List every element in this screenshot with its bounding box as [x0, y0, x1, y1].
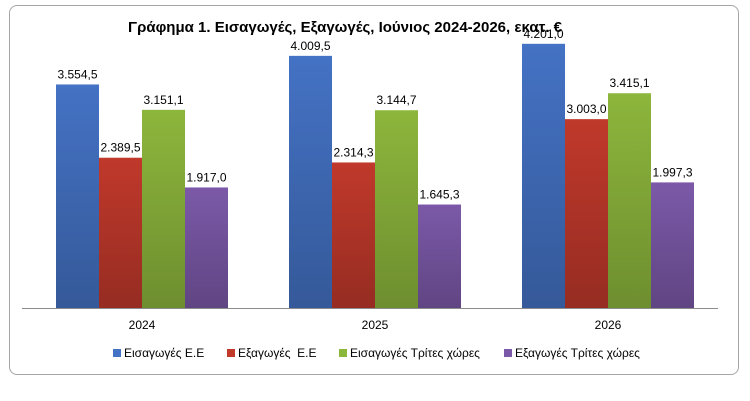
- data-label-2025-series-3: 3.144,7: [376, 93, 416, 107]
- bar-2026-series-1: [522, 43, 565, 309]
- legend-label-series-2: Εξαγωγές Ε.Ε: [238, 346, 317, 360]
- data-label-2026-series-3: 3.415,1: [609, 76, 649, 90]
- legend-swatch-series-3: [339, 349, 347, 357]
- data-label-2025-series-2: 2.314,3: [333, 145, 373, 159]
- legend-label-series-3: Εισαγωγές Τρίτες χώρες: [350, 346, 480, 360]
- legend-label-series-1: Εισαγωγές Ε.Ε: [124, 346, 204, 360]
- legend-label-series-4: Εξαγωγές Τρίτες χώρες: [515, 346, 640, 360]
- bar-2024-series-3: [142, 109, 185, 308]
- data-label-2026-series-2: 3.003,0: [566, 102, 606, 116]
- bar-2024-series-2: [99, 157, 142, 308]
- chart-title: Γράφημα 1. Εισαγωγές, Εξαγωγές, Ιούνιος …: [128, 19, 563, 36]
- plot-area: 3.554,5 2.389,5 3.151,1 1.917,0 2024 4.009,5 2…: [22, 27, 718, 332]
- bar-2025-series-4: [418, 204, 461, 308]
- bar-2026-series-4: [651, 182, 694, 308]
- legend: Εισαγωγές Ε.Ε Εξαγωγές Ε.Ε Εισαγωγές Τρίτε…: [113, 346, 640, 360]
- legend-swatch-series-2: [227, 349, 235, 357]
- data-label-2025-series-1: 4.009,5: [290, 39, 330, 53]
- data-label-2026-series-4: 1.997,3: [652, 165, 692, 179]
- bar-2026-series-2: [565, 119, 608, 308]
- bar-2025-series-3: [375, 110, 418, 309]
- data-label-2024-series-1: 3.554,5: [57, 67, 97, 81]
- bar-2024-series-1: [56, 84, 99, 308]
- x-tick-label-2025: 2025: [362, 318, 389, 332]
- data-label-2024-series-4: 1.917,0: [186, 170, 226, 184]
- data-label-2024-series-3: 3.151,1: [143, 93, 183, 107]
- data-label-2024-series-2: 2.389,5: [100, 141, 140, 155]
- bar-2026-series-3: [608, 93, 651, 309]
- bar-2024-series-4: [185, 187, 228, 308]
- data-label-2026-series-1: 4.201,0: [523, 27, 563, 41]
- x-tick-label-2026: 2026: [595, 318, 622, 332]
- legend-swatch-series-1: [113, 349, 121, 357]
- legend-swatch-series-4: [504, 349, 512, 357]
- bar-2025-series-1: [289, 55, 332, 308]
- bar-2025-series-2: [332, 162, 375, 308]
- x-tick-label-2024: 2024: [129, 318, 156, 332]
- data-label-2025-series-4: 1.645,3: [419, 188, 459, 202]
